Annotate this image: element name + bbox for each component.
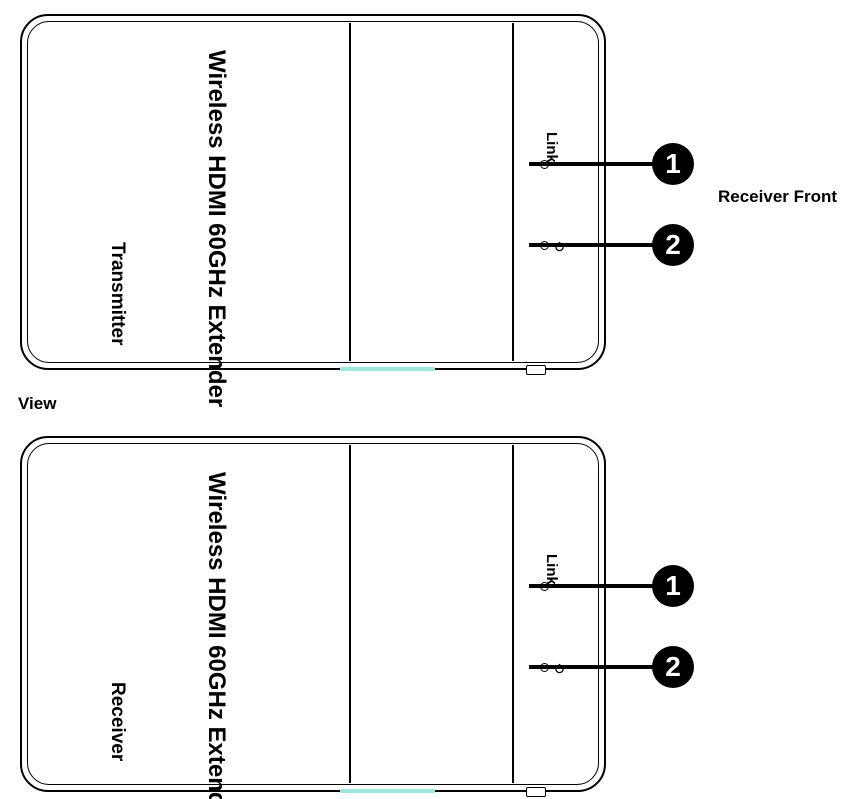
- callout-leader-1: [529, 162, 667, 166]
- accent-strip: [340, 789, 435, 793]
- callout-leader-2: [529, 243, 667, 247]
- callout-leader-2: [529, 665, 667, 669]
- product-title: Wireless HDMI 60GHz Extender: [202, 50, 230, 407]
- device-subtitle: Transmitter: [106, 242, 128, 345]
- device-body: Wireless HDMI 60GHz ExtenderReceiverLink: [20, 436, 606, 792]
- callout-bubble-1: 1: [652, 143, 694, 185]
- callout-leader-1: [529, 584, 667, 588]
- device-body: Wireless HDMI 60GHz ExtenderTransmitterL…: [20, 14, 606, 370]
- callout-bubble-2: 2: [652, 646, 694, 688]
- panel-divider: [349, 445, 351, 783]
- callout-bubble-2: 2: [652, 224, 694, 266]
- link-label: Link: [543, 132, 560, 163]
- accent-strip: [340, 367, 435, 371]
- panel-divider-right: [512, 445, 514, 783]
- bottom-notch: [526, 365, 546, 375]
- callout-bubble-1: 1: [652, 565, 694, 607]
- mid-label: View: [18, 394, 56, 414]
- side-label: Receiver Front: [718, 187, 837, 207]
- panel-divider-right: [512, 23, 514, 361]
- link-label: Link: [543, 554, 560, 585]
- panel-divider: [349, 23, 351, 361]
- bottom-notch: [526, 787, 546, 797]
- device-subtitle: Receiver: [106, 682, 128, 761]
- product-title: Wireless HDMI 60GHz Extender: [202, 472, 230, 799]
